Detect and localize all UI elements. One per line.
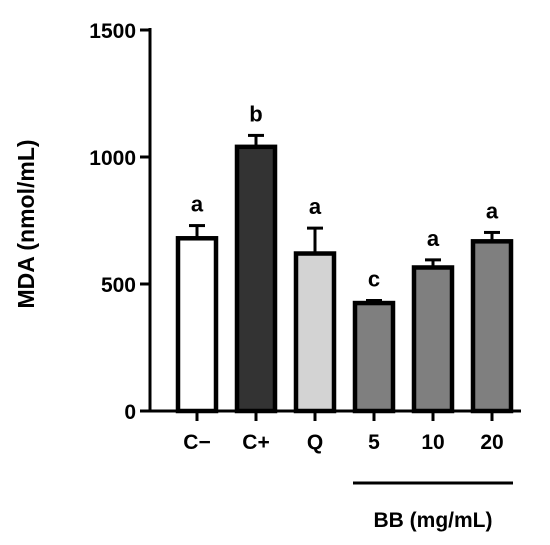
x-tick-label: 10 [421,431,444,454]
bar [411,265,455,414]
x-tick-label: 20 [480,431,503,454]
significance-letter: a [427,226,440,251]
x-tick-label: 5 [368,431,380,454]
y-tick-label: 0 [124,401,136,424]
bar [293,251,337,414]
bar [234,144,278,414]
bar [352,300,396,414]
significance-letter: a [486,198,499,223]
y-tick-label: 1000 [89,147,136,170]
significance-letter: a [191,192,204,217]
x-tick-label: C− [183,431,210,454]
bar [470,239,514,414]
x-tick-label: C+ [242,431,269,454]
plot-area: 0 500 1000 1500 a C− b C+ a Qc 5 a 10 a 20 [89,20,521,454]
group-label: BB (mg/mL) [374,509,493,532]
y-axis-label: MDA (nmol/mL) [13,139,39,308]
y-tick-label: 1500 [89,20,136,43]
y-tick-label: 500 [101,274,136,297]
x-tick-label: Q [307,431,323,454]
bar [175,236,219,414]
significance-letter: a [309,194,322,219]
significance-letter: b [249,101,262,126]
significance-letter: c [368,267,380,292]
